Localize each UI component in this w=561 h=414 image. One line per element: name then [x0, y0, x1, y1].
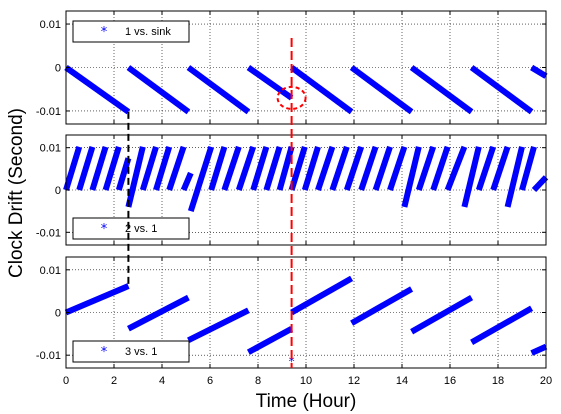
y-axis-label: Clock Drift (Second)	[6, 108, 27, 278]
data-segment	[315, 145, 336, 191]
data-segment	[290, 275, 354, 316]
grid	[66, 257, 546, 368]
annotations	[127, 38, 307, 368]
y-tick-label: 0	[55, 63, 61, 75]
data-segment	[288, 145, 308, 191]
data-segment	[153, 145, 173, 191]
panel-3: * 0 2 4 6 8 10 12 14 16 18 20 0.01 0 -0.01 * 3 vs. 1	[36, 256, 552, 387]
data-segment	[410, 294, 474, 335]
data-segment	[64, 65, 131, 115]
x-tick-label: 16	[444, 375, 456, 387]
data-segment	[250, 145, 270, 191]
red-highlight-circle	[276, 85, 307, 110]
legend-marker: *	[101, 345, 108, 360]
data-segment	[263, 145, 283, 191]
legend-marker: *	[101, 25, 108, 40]
data-segment	[127, 294, 190, 332]
legend: * 3 vs. 1	[72, 340, 190, 363]
data-segment	[343, 145, 365, 191]
series-3-1: *	[64, 275, 548, 369]
data-segment	[387, 145, 408, 191]
data-segment	[139, 145, 159, 191]
legend-box	[72, 217, 190, 240]
data-segment	[415, 145, 437, 191]
data-segment	[358, 145, 379, 191]
data-segment	[246, 326, 294, 355]
legend-box	[72, 340, 190, 363]
data-segment	[276, 146, 295, 191]
x-tick-label: 20	[540, 375, 552, 387]
data-segment	[235, 145, 257, 191]
y-tick-label: 0.01	[40, 143, 61, 155]
data-segment	[289, 65, 354, 115]
data-segment	[490, 145, 511, 191]
data-segment	[401, 146, 422, 208]
legend-label: 3 vs. 1	[125, 346, 157, 358]
data-segment	[246, 65, 294, 101]
data-segment	[89, 145, 109, 191]
data-segment	[102, 145, 122, 191]
y-tick-label: -0.01	[36, 106, 61, 118]
legend-box	[72, 20, 190, 43]
legend: * 2 vs. 1	[72, 217, 190, 240]
x-tick-label: 18	[492, 375, 504, 387]
x-axis-label: Time (Hour)	[256, 391, 357, 412]
data-segment	[519, 146, 537, 191]
data-segment	[115, 157, 132, 191]
data-segment	[187, 145, 215, 213]
data-segment	[187, 307, 250, 343]
legend-label: 2 vs. 1	[125, 223, 157, 235]
data-segment	[444, 145, 468, 192]
data-segment	[186, 65, 251, 115]
panel-1: 0.01 0 -0.01 * 1 vs. sink	[36, 10, 548, 125]
panel-2: 0.01 0 -0.01 * 2 vs. 1	[36, 134, 549, 246]
series-2-1	[63, 145, 549, 213]
data-segment	[301, 145, 321, 191]
y-tick-label: -0.01	[36, 350, 61, 362]
x-tick-label: 14	[396, 375, 408, 387]
data-segment	[504, 146, 525, 208]
data-segment	[350, 286, 414, 326]
x-tick-label: 10	[300, 375, 312, 387]
data-point: *	[289, 355, 295, 369]
legend-marker: *	[101, 222, 108, 237]
data-segment	[64, 283, 130, 316]
data-segment	[63, 145, 83, 191]
data-segment	[470, 305, 534, 345]
y-tick-label: 0	[55, 185, 61, 197]
y-tick-label: -0.01	[36, 227, 61, 239]
x-tick-label: 0	[63, 375, 69, 387]
data-segment	[76, 145, 96, 191]
x-tick-label: 4	[159, 375, 165, 387]
data-segment	[372, 145, 393, 191]
legend-label: 1 vs. sink	[125, 26, 171, 38]
data-segment	[469, 65, 534, 115]
x-tick-label: 6	[207, 375, 213, 387]
data-segment	[531, 175, 549, 193]
data-segment	[461, 146, 482, 208]
data-segment	[125, 146, 146, 208]
legend: * 1 vs. sink	[72, 20, 190, 43]
x-tick-label: 8	[255, 375, 261, 387]
data-segment	[126, 65, 191, 115]
y-tick-label: 0.01	[40, 19, 61, 31]
data-segment	[208, 145, 228, 191]
y-tick-label: 0	[55, 308, 61, 320]
data-segment	[530, 64, 548, 79]
y-tick-label: 0.01	[40, 265, 61, 277]
data-segment	[475, 145, 497, 191]
x-tick-label: 12	[348, 375, 360, 387]
data-segment	[530, 343, 548, 356]
data-segment	[180, 171, 194, 192]
data-segment	[166, 145, 187, 191]
data-segment	[409, 65, 474, 115]
data-segment	[349, 65, 414, 115]
data-segment	[221, 145, 242, 191]
x-tick-label: 2	[111, 375, 117, 387]
data-segment	[329, 145, 350, 191]
data-segment	[430, 145, 451, 191]
series-1-1	[64, 64, 548, 115]
